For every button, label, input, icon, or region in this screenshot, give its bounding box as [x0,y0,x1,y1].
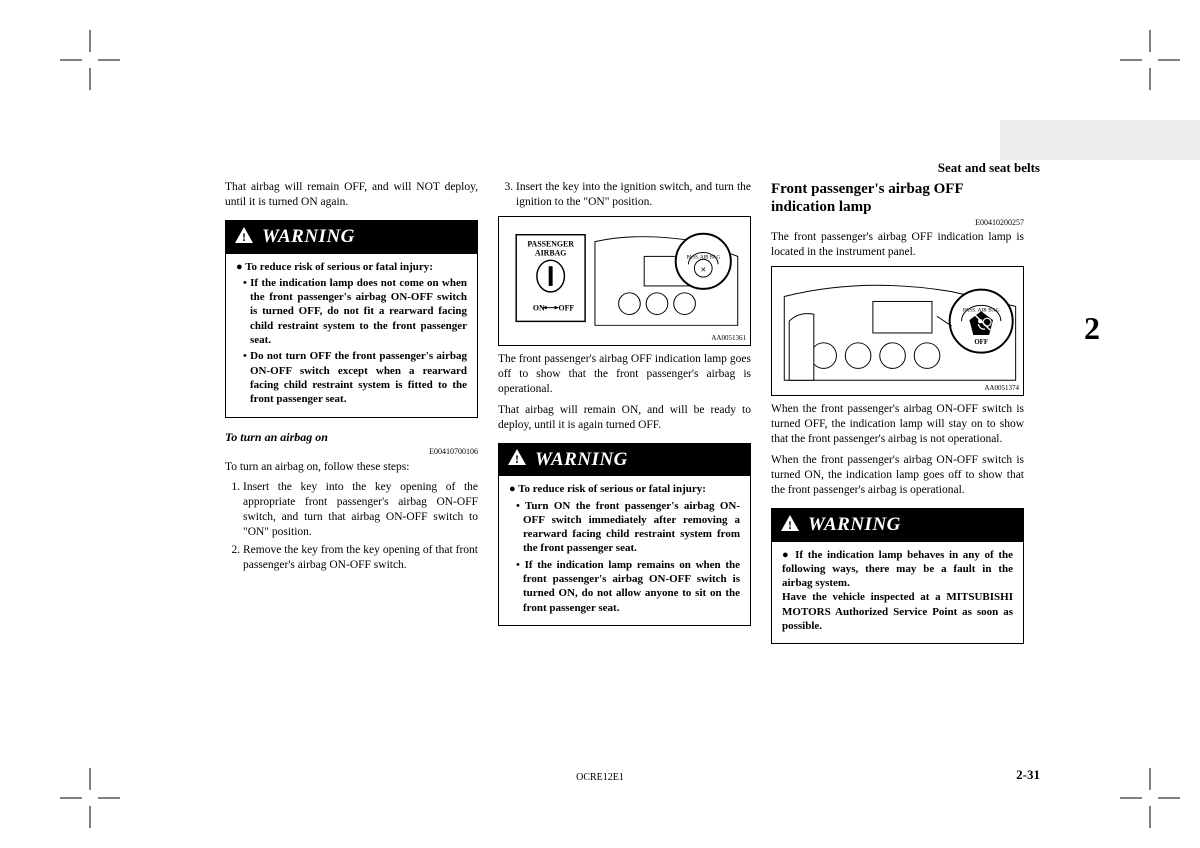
col2-para1: The front passenger's airbag OFF indicat… [498,352,751,397]
warning-text: Have the vehicle inspected at a MITSUBIS… [782,591,1013,632]
svg-text:!: ! [515,452,519,466]
step-item: Remove the key from the key opening of t… [243,543,478,573]
svg-text:OFF: OFF [974,339,988,346]
col3-para1: When the front passenger's airbag ON-OFF… [771,402,1024,447]
step-item: Insert the key into the key opening of t… [243,480,478,540]
svg-text:!: ! [242,230,246,244]
warning-lead: To reduce risk of serious or fatal injur… [236,260,467,274]
crop-mark-bl [60,768,120,828]
col2-para2: That airbag will remain ON, and will be … [498,403,751,433]
warning-text: If the indication lamp behaves in any of… [782,549,1013,590]
step-item: Insert the key into the ignition switch,… [516,180,751,210]
tab-band [1000,120,1200,160]
column-1: That airbag will remain OFF, and will NO… [225,180,478,654]
svg-text:!: ! [788,518,792,532]
footer-doc-code: OCRE12E1 [576,772,624,783]
warning-title: WARNING [535,448,628,473]
col3-intro: The front passenger's airbag OFF indicat… [771,230,1024,260]
svg-text:AIRBAG: AIRBAG [535,248,566,257]
reference-code: E00410200257 [771,218,1024,228]
warning-box-1: ! WARNING To reduce risk of serious or f… [225,220,478,418]
warning-item: Do not turn OFF the front passenger's ai… [236,349,467,406]
crop-mark-br [1120,768,1180,828]
reference-code: E00410700106 [225,447,478,457]
warning-body: To reduce risk of serious or fatal injur… [499,476,750,625]
warning-triangle-icon: ! [507,448,527,471]
warning-header: ! WARNING [772,509,1023,542]
section-title: Seat and seat belts [938,160,1040,176]
column-2: Insert the key into the ignition switch,… [498,180,751,654]
figure-code: AA0051374 [984,384,1019,393]
figure-code: AA0051361 [711,334,746,343]
warning-header: ! WARNING [226,221,477,254]
warning-body: If the indication lamp behaves in any of… [772,542,1023,644]
section-tab-number: 2 [1084,310,1100,347]
warning-box-2: ! WARNING To reduce risk of serious or f… [498,443,751,626]
col1-intro: That airbag will remain OFF, and will NO… [225,180,478,210]
warning-title: WARNING [262,225,355,250]
crop-mark-tl [60,30,120,90]
page-content: That airbag will remain OFF, and will NO… [225,180,1025,654]
svg-text:OFF: OFF [559,303,575,312]
warning-box-3: ! WARNING If the indication lamp behaves… [771,508,1024,644]
page-number: 2-31 [1016,767,1040,783]
warning-item: If the indication lamp behaves in any of… [782,548,1013,634]
warning-body: To reduce risk of serious or fatal injur… [226,254,477,417]
warning-title: WARNING [808,513,901,538]
warning-triangle-icon: ! [234,226,254,249]
warning-item: If the indication lamp remains on when t… [509,558,740,615]
warning-header: ! WARNING [499,444,750,477]
steps-list: Insert the key into the key opening of t… [225,480,478,573]
figure-indication-lamp: PASS. AIR BAG OFF AA0051374 [771,266,1024,396]
warning-triangle-icon: ! [780,514,800,537]
section-heading: Front passenger's airbag OFF indication … [771,180,1024,216]
crop-mark-tr [1120,30,1180,90]
col3-para2: When the front passenger's airbag ON-OFF… [771,453,1024,498]
fig-label: PASSENGER [527,239,574,248]
steps-list-cont: Insert the key into the ignition switch,… [498,180,751,210]
subheading-turn-on: To turn an airbag on [225,430,478,446]
svg-text:✕: ✕ [700,267,706,274]
column-3: Front passenger's airbag OFF indication … [771,180,1024,654]
warning-item: If the indication lamp does not come on … [236,276,467,347]
warning-item: Turn ON the front passenger's airbag ON-… [509,499,740,556]
figure-airbag-switch: PASSENGER AIRBAG ON OFF PASS. AIR BAG [498,216,751,346]
steps-intro: To turn an airbag on, follow these steps… [225,460,478,475]
warning-lead: To reduce risk of serious or fatal injur… [509,482,740,496]
